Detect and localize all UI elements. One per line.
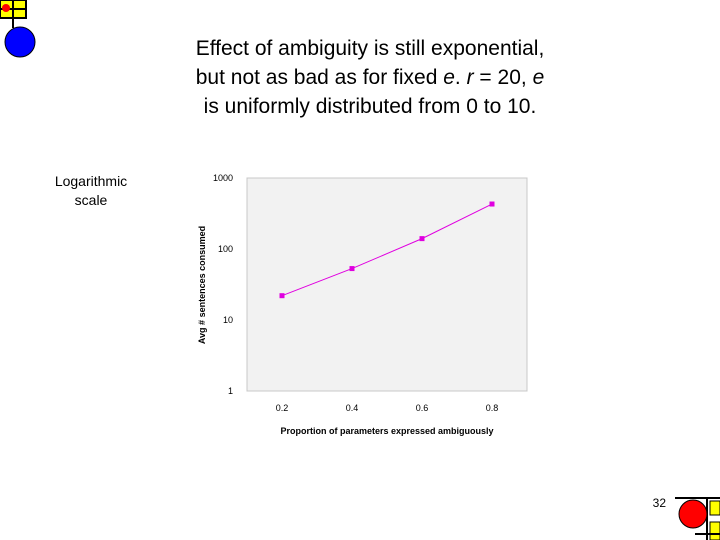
data-point — [349, 266, 355, 272]
title-var-e: e — [532, 66, 545, 89]
deco-red-circle — [678, 499, 708, 529]
title-text: but not as bad as for fixed — [195, 66, 444, 89]
y-tick-label: 10 — [223, 315, 233, 325]
title-line-3: is uniformly distributed from 0 to 10. — [203, 95, 537, 118]
series-line — [281, 203, 493, 297]
top-left-decoration — [0, 0, 36, 58]
bottom-right-decoration — [675, 497, 720, 540]
x-axis-label: Proportion of parameters expressed ambig… — [280, 426, 493, 436]
data-point — [419, 236, 425, 242]
title-line-1: Effect of ambiguity is still exponential… — [195, 37, 545, 60]
title-text: . — [454, 66, 467, 89]
title-line-2: but not as bad as for fixed e. r = 20, e — [130, 63, 610, 92]
note-line-1: Logarithmic — [54, 173, 128, 189]
y-axis-label: Avg # sentences consumed — [197, 226, 207, 344]
line-chart: 1000 100 10 1 0.2 0.4 0.6 0.8 Proportion of pa… — [197, 173, 528, 436]
slide-title: Effect of ambiguity is still exponential… — [130, 34, 610, 121]
title-var-e: e — [443, 66, 455, 89]
x-tick-label: 0.2 — [276, 403, 289, 413]
note-line-2: scale — [74, 192, 108, 208]
deco-red-dot — [2, 4, 10, 12]
data-point — [489, 201, 495, 207]
page-number: 32 — [652, 496, 666, 510]
log-scale-note: Logarithmic scale — [38, 172, 144, 210]
deco-blue-circle — [4, 26, 36, 58]
plot-area — [246, 177, 528, 392]
title-text: = 20, — [473, 66, 533, 89]
y-tick-label: 100 — [218, 244, 233, 254]
y-tick-label: 1000 — [213, 173, 233, 183]
x-tick-label: 0.4 — [346, 403, 359, 413]
data-point — [279, 293, 285, 299]
x-tick-label: 0.6 — [416, 403, 429, 413]
y-tick-label: 1 — [228, 386, 233, 396]
x-tick-label: 0.8 — [486, 403, 499, 413]
title-var-r: r — [466, 66, 474, 89]
deco-yellow-square — [709, 521, 720, 540]
deco-yellow-square — [709, 500, 720, 516]
